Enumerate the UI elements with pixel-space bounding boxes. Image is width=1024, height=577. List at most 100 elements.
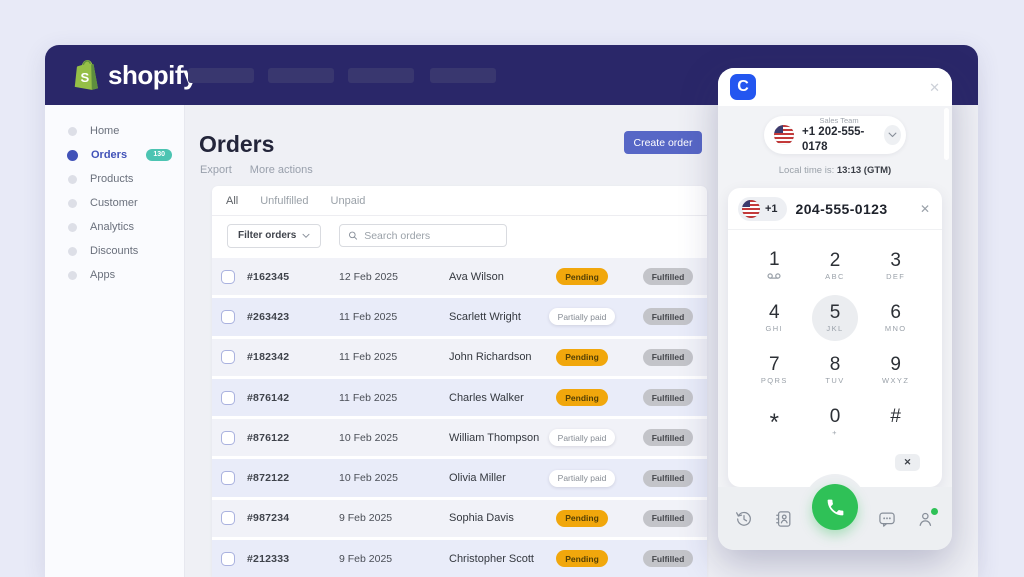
row-checkbox[interactable] <box>221 269 235 284</box>
order-customer: William Thompson <box>449 431 540 444</box>
local-time-value: 13:13 (GTM) <box>836 165 892 176</box>
table-row[interactable]: #162345 12 Feb 2025 Ava Wilson Pending F… <box>212 255 707 296</box>
key-2[interactable]: 2 ABC <box>825 249 845 282</box>
close-icon[interactable]: ✕ <box>929 79 940 95</box>
nav-placeholder-3[interactable] <box>348 68 414 83</box>
table-row[interactable]: #876142 11 Feb 2025 Charles Walker Pendi… <box>212 375 707 417</box>
backspace-icon[interactable]: ✕ <box>895 454 920 471</box>
table-row[interactable]: #182342 11 Feb 2025 John Richardson Pend… <box>212 335 707 376</box>
order-date: 11 Feb 2025 <box>339 310 398 323</box>
key-1[interactable]: 1 <box>744 240 805 292</box>
keypad: 1 2 ABC 3 DEF 4 GHI <box>728 230 942 448</box>
country-code: +1 <box>765 202 778 215</box>
key-star[interactable]: * <box>769 409 779 437</box>
sidebar-item-discounts[interactable]: Discounts <box>45 239 184 263</box>
row-checkbox[interactable] <box>221 390 235 405</box>
key-4[interactable]: 4 GHI <box>765 301 784 334</box>
brand-wordmark: shopify <box>108 59 197 90</box>
create-order-button[interactable]: Create order <box>624 131 702 154</box>
nav-placeholder-2[interactable] <box>268 68 334 83</box>
home-icon <box>68 126 77 136</box>
key-7[interactable]: 7 PQRS <box>760 353 788 386</box>
contacts-icon[interactable] <box>773 508 795 530</box>
key-5[interactable]: 5 JKL <box>805 292 866 344</box>
order-id: #182342 <box>247 351 290 364</box>
nav-placeholder-4[interactable] <box>430 68 496 83</box>
key-6[interactable]: 6 MNO <box>884 301 907 334</box>
page-actions: Export More actions <box>200 164 313 176</box>
fulfillment-status-badge: Fulfilled <box>642 268 694 286</box>
order-id: #162345 <box>247 270 290 283</box>
key-8[interactable]: 8 TUV <box>825 353 845 386</box>
sidebar-item-label: Products <box>90 173 134 185</box>
us-flag-icon <box>774 125 794 145</box>
dialer-widget: C ✕ Sales Team +1 202-555-0178 Local tim… <box>718 68 952 550</box>
local-time-label: Local time is: <box>778 165 835 176</box>
search-orders-box[interactable] <box>339 224 508 247</box>
orders-tabs: All Unfulfilled Unpaid <box>212 186 707 216</box>
fulfillment-status-badge: Fulfilled <box>642 429 694 447</box>
table-row[interactable]: #212333 9 Feb 2025 Christopher Scott Pen… <box>212 537 707 577</box>
tab-all[interactable]: All <box>226 194 239 207</box>
filter-orders-label: Filter orders <box>238 230 297 241</box>
call-button[interactable] <box>812 484 858 530</box>
row-checkbox[interactable] <box>221 471 235 486</box>
order-date: 11 Feb 2025 <box>339 351 398 364</box>
orders-card: All Unfulfilled Unpaid Filter orders <box>212 186 707 577</box>
table-row[interactable]: #872122 10 Feb 2025 Olivia Miller Partia… <box>212 456 707 497</box>
sidebar-item-home[interactable]: Home <box>45 119 184 143</box>
payment-status-badge: Pending <box>556 268 608 286</box>
search-icon <box>349 231 358 240</box>
number-input-row[interactable]: +1 204-555-0123 ✕ <box>728 188 942 230</box>
sidebar-item-products[interactable]: Products <box>45 167 184 191</box>
search-orders-input[interactable] <box>364 229 499 242</box>
chevron-down-icon[interactable] <box>884 125 901 145</box>
row-checkbox[interactable] <box>221 309 235 324</box>
sidebar-item-analytics[interactable]: Analytics <box>45 215 184 239</box>
key-0[interactable]: 0 + <box>829 405 841 438</box>
nav-placeholder-1[interactable] <box>188 68 254 83</box>
line-name: Sales Team <box>819 115 859 125</box>
scrollbar[interactable] <box>944 108 949 160</box>
order-customer: Charles Walker <box>449 391 524 404</box>
table-row[interactable]: #987234 9 Feb 2025 Sophia Davis Pending … <box>212 496 707 538</box>
sidebar-item-apps[interactable]: Apps <box>45 263 184 287</box>
sms-icon[interactable] <box>876 508 898 530</box>
sidebar-item-label: Orders <box>91 149 128 161</box>
sidebar-item-orders[interactable]: Orders 130 <box>45 143 184 167</box>
order-id: #872122 <box>247 472 290 485</box>
sidebar-item-customer[interactable]: Customer <box>45 191 184 215</box>
filter-orders-button[interactable]: Filter orders <box>227 223 322 248</box>
table-row[interactable]: #876122 10 Feb 2025 William Thompson Par… <box>212 416 707 457</box>
orders-count-badge: 130 <box>146 149 172 161</box>
call-history-icon[interactable] <box>733 508 755 530</box>
row-checkbox[interactable] <box>221 350 235 365</box>
sidebar-item-label: Discounts <box>90 245 139 257</box>
order-id: #876142 <box>247 391 290 404</box>
voicemail-icon <box>767 273 781 279</box>
table-row[interactable]: #263423 11 Feb 2025 Scarlett Wright Part… <box>212 295 707 336</box>
row-checkbox[interactable] <box>221 551 235 566</box>
row-checkbox[interactable] <box>221 430 235 445</box>
svg-text:S: S <box>80 70 89 85</box>
agent-status-icon[interactable] <box>915 507 938 530</box>
tab-unfulfilled[interactable]: Unfulfilled <box>260 194 309 207</box>
tab-unpaid[interactable]: Unpaid <box>330 194 366 207</box>
order-date: 11 Feb 2025 <box>339 391 398 404</box>
clear-number-icon[interactable]: ✕ <box>919 201 930 216</box>
more-actions-link[interactable]: More actions <box>249 164 313 176</box>
outbound-line-selector[interactable]: Sales Team +1 202-555-0178 <box>764 116 906 154</box>
key-hash[interactable]: # <box>890 406 901 428</box>
products-icon <box>68 174 77 184</box>
key-9[interactable]: 9 WXYZ <box>882 353 910 386</box>
order-customer: Scarlett Wright <box>449 310 521 323</box>
export-link[interactable]: Export <box>200 164 232 176</box>
page-title: Orders <box>199 131 275 157</box>
key-3[interactable]: 3 DEF <box>886 249 906 282</box>
order-customer: Olivia Miller <box>449 472 506 485</box>
dialer-bottom-bar <box>718 484 952 550</box>
payment-status-badge: Pending <box>556 348 608 366</box>
row-checkbox[interactable] <box>221 511 235 526</box>
country-code-pill[interactable]: +1 <box>738 196 787 221</box>
